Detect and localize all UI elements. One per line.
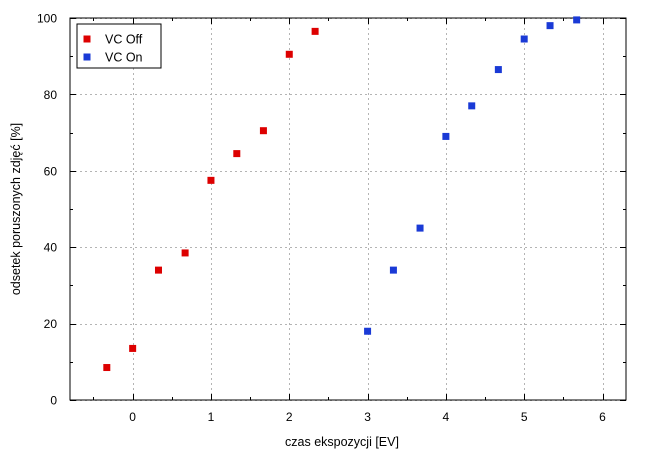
data-point	[103, 364, 111, 372]
data-point	[573, 16, 581, 24]
x-tick-label: 0	[129, 410, 136, 424]
x-tick-label: 1	[208, 410, 215, 424]
data-point	[311, 27, 319, 35]
series-1	[364, 16, 581, 335]
legend-entries: VC Off VC On	[83, 33, 143, 65]
y-tick-label: 60	[44, 164, 58, 178]
data-points	[103, 16, 581, 372]
data-point	[442, 132, 450, 140]
x-tick-label: 6	[599, 410, 606, 424]
data-point	[416, 224, 424, 232]
y-tick-label: 80	[44, 88, 58, 102]
x-axis-label: czas ekspozycji [EV]	[285, 435, 399, 449]
legend: VC Off VC On	[76, 23, 162, 69]
x-tick-label: 3	[364, 410, 371, 424]
legend-label: VC Off	[105, 33, 143, 47]
y-tick-labels: 0 20 40 60 80 100	[37, 12, 57, 408]
data-point	[546, 22, 554, 30]
y-tick-label: 40	[44, 241, 58, 255]
data-point	[233, 150, 241, 158]
grid-layer	[70, 18, 626, 401]
y-tick-label: 20	[44, 317, 58, 331]
legend-marker	[83, 35, 91, 43]
y-axis-label: odsetek poruszonych zdjęć [%]	[9, 123, 23, 295]
data-point	[494, 66, 502, 74]
data-point	[285, 50, 293, 58]
x-tick-label: 2	[286, 410, 293, 424]
x-tick-label: 4	[443, 410, 450, 424]
tick-layer	[70, 18, 626, 401]
plot-frame	[69, 17, 627, 401]
legend-label: VC On	[105, 51, 143, 65]
data-point	[364, 327, 372, 335]
data-point	[181, 249, 189, 257]
legend-box	[76, 23, 162, 69]
series-0	[103, 27, 319, 372]
data-point	[389, 266, 397, 274]
data-point	[520, 35, 528, 43]
data-point	[468, 102, 476, 110]
x-tick-labels: 0 1 2 3 4 5 6	[129, 410, 606, 424]
data-point	[154, 266, 162, 274]
y-tick-label: 0	[50, 394, 57, 408]
data-point	[259, 127, 267, 135]
data-point	[207, 176, 215, 184]
legend-marker	[83, 53, 91, 61]
y-tick-label: 100	[37, 12, 57, 26]
x-tick-label: 5	[521, 410, 528, 424]
data-point	[129, 344, 137, 352]
